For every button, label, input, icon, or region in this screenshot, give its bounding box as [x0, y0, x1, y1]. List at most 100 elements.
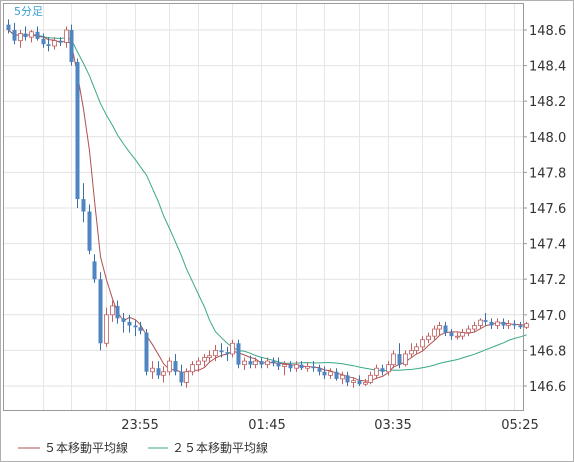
- candle-body-78: [455, 335, 460, 338]
- candle-body-3: [23, 33, 28, 38]
- candle-body-72: [420, 339, 425, 348]
- candle-body-25: [150, 367, 155, 373]
- candle-body-85: [495, 321, 500, 326]
- candle-body-39: [230, 342, 235, 355]
- candle-body-37: [219, 350, 224, 353]
- candle-body-9: [58, 40, 63, 43]
- x-tick-label-2: 03:35: [374, 418, 411, 433]
- candle-body-6: [41, 38, 46, 45]
- candle-body-36: [213, 349, 218, 357]
- candle-body-49: [288, 364, 293, 369]
- candle-body-63: [368, 374, 373, 383]
- plot-border: [3, 3, 524, 411]
- candle-body-44: [259, 361, 264, 365]
- candle-body-70: [409, 349, 414, 355]
- candle-body-17: [104, 314, 109, 344]
- candle-body-89: [518, 325, 523, 328]
- candle-body-1: [12, 30, 17, 41]
- y-tick-label-5: 147.6: [529, 202, 566, 217]
- candle-body-88: [512, 323, 517, 326]
- candle-body-71: [414, 346, 419, 351]
- x-tick-label-0: 23:55: [121, 418, 158, 433]
- candle-body-50: [294, 364, 299, 369]
- candle-body-26: [156, 368, 161, 376]
- candle-body-19: [115, 305, 120, 319]
- candle-body-65: [380, 368, 385, 372]
- candle-body-77: [449, 332, 454, 337]
- candle-body-59: [345, 375, 350, 383]
- candle-body-40: [236, 343, 241, 365]
- candle-body-53: [311, 366, 316, 369]
- candle-body-61: [357, 380, 362, 385]
- candle-body-84: [489, 321, 494, 326]
- candle-body-21: [127, 321, 132, 326]
- candle-body-54: [317, 368, 322, 372]
- candle-body-30: [179, 371, 184, 383]
- candle-body-69: [403, 353, 408, 366]
- y-tick-label-0: 148.6: [529, 24, 566, 39]
- candle-body-4: [29, 31, 34, 38]
- candle-body-10: [64, 29, 69, 43]
- candle-body-80: [466, 328, 471, 334]
- candle-body-5: [35, 31, 40, 39]
- candle-body-87: [506, 323, 511, 326]
- legend-ma5-label: ５本移動平均線: [44, 440, 128, 455]
- candle-body-2: [18, 33, 23, 42]
- candle-body-14: [87, 211, 92, 251]
- y-tick-label-10: 146.6: [529, 380, 566, 395]
- candle-body-52: [305, 366, 310, 369]
- candle-body-82: [478, 319, 483, 326]
- candle-body-22: [133, 325, 138, 328]
- candle-body-29: [173, 361, 178, 372]
- candle-body-47: [276, 362, 281, 367]
- candle-body-8: [52, 40, 57, 47]
- candle-body-15: [92, 261, 97, 280]
- candle-body-33: [196, 360, 201, 366]
- candle-body-43: [253, 360, 258, 366]
- candle-body-31: [184, 371, 189, 383]
- candle-body-7: [46, 44, 51, 47]
- candle-body-45: [265, 360, 270, 366]
- y-tick-label-1: 148.4: [529, 60, 566, 75]
- y-axis-ticks: 148.6 148.4 148.2 148.0 147.8 147.6 147.4 147.2…: [523, 24, 566, 395]
- candle-body-67: [391, 353, 396, 366]
- candle-body-24: [144, 332, 149, 372]
- candle-body-27: [161, 371, 166, 376]
- y-tick-label-9: 146.8: [529, 344, 566, 359]
- x-tick-label-1: 01:45: [248, 418, 285, 433]
- candle-body-38: [225, 352, 230, 354]
- y-tick-label-4: 147.8: [529, 166, 566, 181]
- candle-body-75: [437, 325, 442, 330]
- candle-body-42: [248, 361, 253, 365]
- y-tick-label-7: 147.2: [529, 273, 566, 288]
- candle-body-35: [207, 355, 212, 358]
- legend-ma25-label: ２５本移動平均線: [172, 440, 268, 455]
- candle-body-20: [121, 318, 126, 322]
- candle-body-0: [6, 24, 11, 30]
- candle-body-57: [334, 371, 339, 379]
- candle-body-64: [374, 367, 379, 376]
- candle-body-56: [328, 371, 333, 376]
- candle-body-13: [81, 199, 86, 212]
- candle-body-41: [242, 360, 247, 366]
- candle-body-86: [501, 321, 506, 326]
- candle-body-28: [167, 360, 172, 373]
- candle-body-46: [271, 361, 276, 363]
- x-axis-ticks: 23:55 01:45 03:35 05:25: [121, 418, 538, 433]
- candle-series: [6, 19, 529, 388]
- candle-body-74: [432, 328, 437, 337]
- candle-body-66: [386, 364, 391, 373]
- candle-body-23: [138, 327, 143, 331]
- candle-body-73: [426, 335, 431, 341]
- candle-body-68: [397, 353, 402, 365]
- x-tick-label-3: 05:25: [501, 418, 538, 433]
- candle-body-90: [524, 323, 529, 328]
- candle-body-83: [483, 320, 488, 322]
- candle-body-79: [460, 332, 465, 337]
- candle-body-11: [69, 30, 74, 63]
- candle-body-51: [299, 364, 304, 369]
- candle-body-18: [110, 305, 115, 316]
- candle-body-48: [282, 364, 287, 367]
